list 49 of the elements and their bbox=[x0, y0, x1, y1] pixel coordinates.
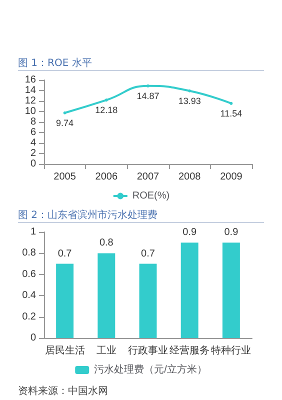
bar bbox=[56, 264, 74, 338]
y-tick-label: 16 bbox=[24, 74, 36, 86]
y-tick-label: 14 bbox=[24, 85, 36, 96]
y-tick-label: 1 bbox=[30, 226, 36, 238]
y-tick-label: 0 bbox=[30, 158, 36, 170]
y-tick-label: 0.8 bbox=[22, 248, 36, 259]
x-tick-label: 2008 bbox=[178, 172, 202, 182]
bar bbox=[180, 242, 198, 338]
chart-title: 图 1：ROE 水平 bbox=[18, 56, 264, 71]
bar bbox=[98, 253, 116, 338]
data-label: 0.7 bbox=[58, 248, 72, 260]
y-tick-label: 10 bbox=[24, 106, 36, 117]
y-tick-label: 8 bbox=[30, 116, 36, 128]
y-tick-label: 0.2 bbox=[22, 311, 36, 322]
text: 资料来源：中国水网 bbox=[18, 384, 108, 398]
y-tick-label: 0.6 bbox=[22, 268, 36, 280]
x-tick-label: 特种行业 bbox=[211, 344, 252, 356]
legend-label: ROE(%) bbox=[132, 190, 170, 202]
data-label: 9.74 bbox=[56, 118, 74, 128]
legend-label: 污水处理费（元/立方米） bbox=[94, 364, 207, 376]
chart-title: 图 2：山东省滨州市污水处理费 bbox=[18, 208, 264, 223]
data-label: 14.87 bbox=[136, 90, 160, 101]
y-tick-label: 12 bbox=[24, 96, 36, 106]
data-label: 0.8 bbox=[99, 238, 114, 249]
y-tick-label: 0.4 bbox=[22, 290, 36, 302]
data-label: 0.9 bbox=[224, 227, 239, 238]
x-tick-label: 2006 bbox=[95, 172, 118, 182]
point bbox=[104, 98, 108, 102]
data-label: 13.93 bbox=[178, 96, 201, 106]
y-tick-label: 4 bbox=[30, 138, 36, 148]
x-tick-label: 居民生活 bbox=[44, 344, 85, 356]
y-tick-label: 0 bbox=[30, 332, 36, 344]
bar bbox=[139, 264, 157, 338]
y-tick-label: 6 bbox=[30, 127, 36, 138]
point bbox=[63, 111, 66, 114]
x-tick-label: 2005 bbox=[54, 172, 76, 182]
data-label: 0.9 bbox=[182, 227, 197, 238]
data-label: 0.7 bbox=[141, 248, 156, 260]
x-tick-label: 行政事业 bbox=[128, 344, 168, 356]
x-tick-label: 2009 bbox=[220, 172, 243, 182]
point bbox=[188, 89, 192, 92]
y-tick-label: 2 bbox=[30, 148, 36, 159]
data-label: 12.18 bbox=[95, 105, 118, 116]
x-tick-label: 工业 bbox=[96, 344, 116, 356]
x-tick-label: 2007 bbox=[136, 172, 160, 182]
x-tick-label: 经营服务 bbox=[170, 344, 210, 356]
bar bbox=[222, 242, 240, 338]
data-label: 11.54 bbox=[220, 108, 242, 118]
point bbox=[230, 102, 233, 105]
